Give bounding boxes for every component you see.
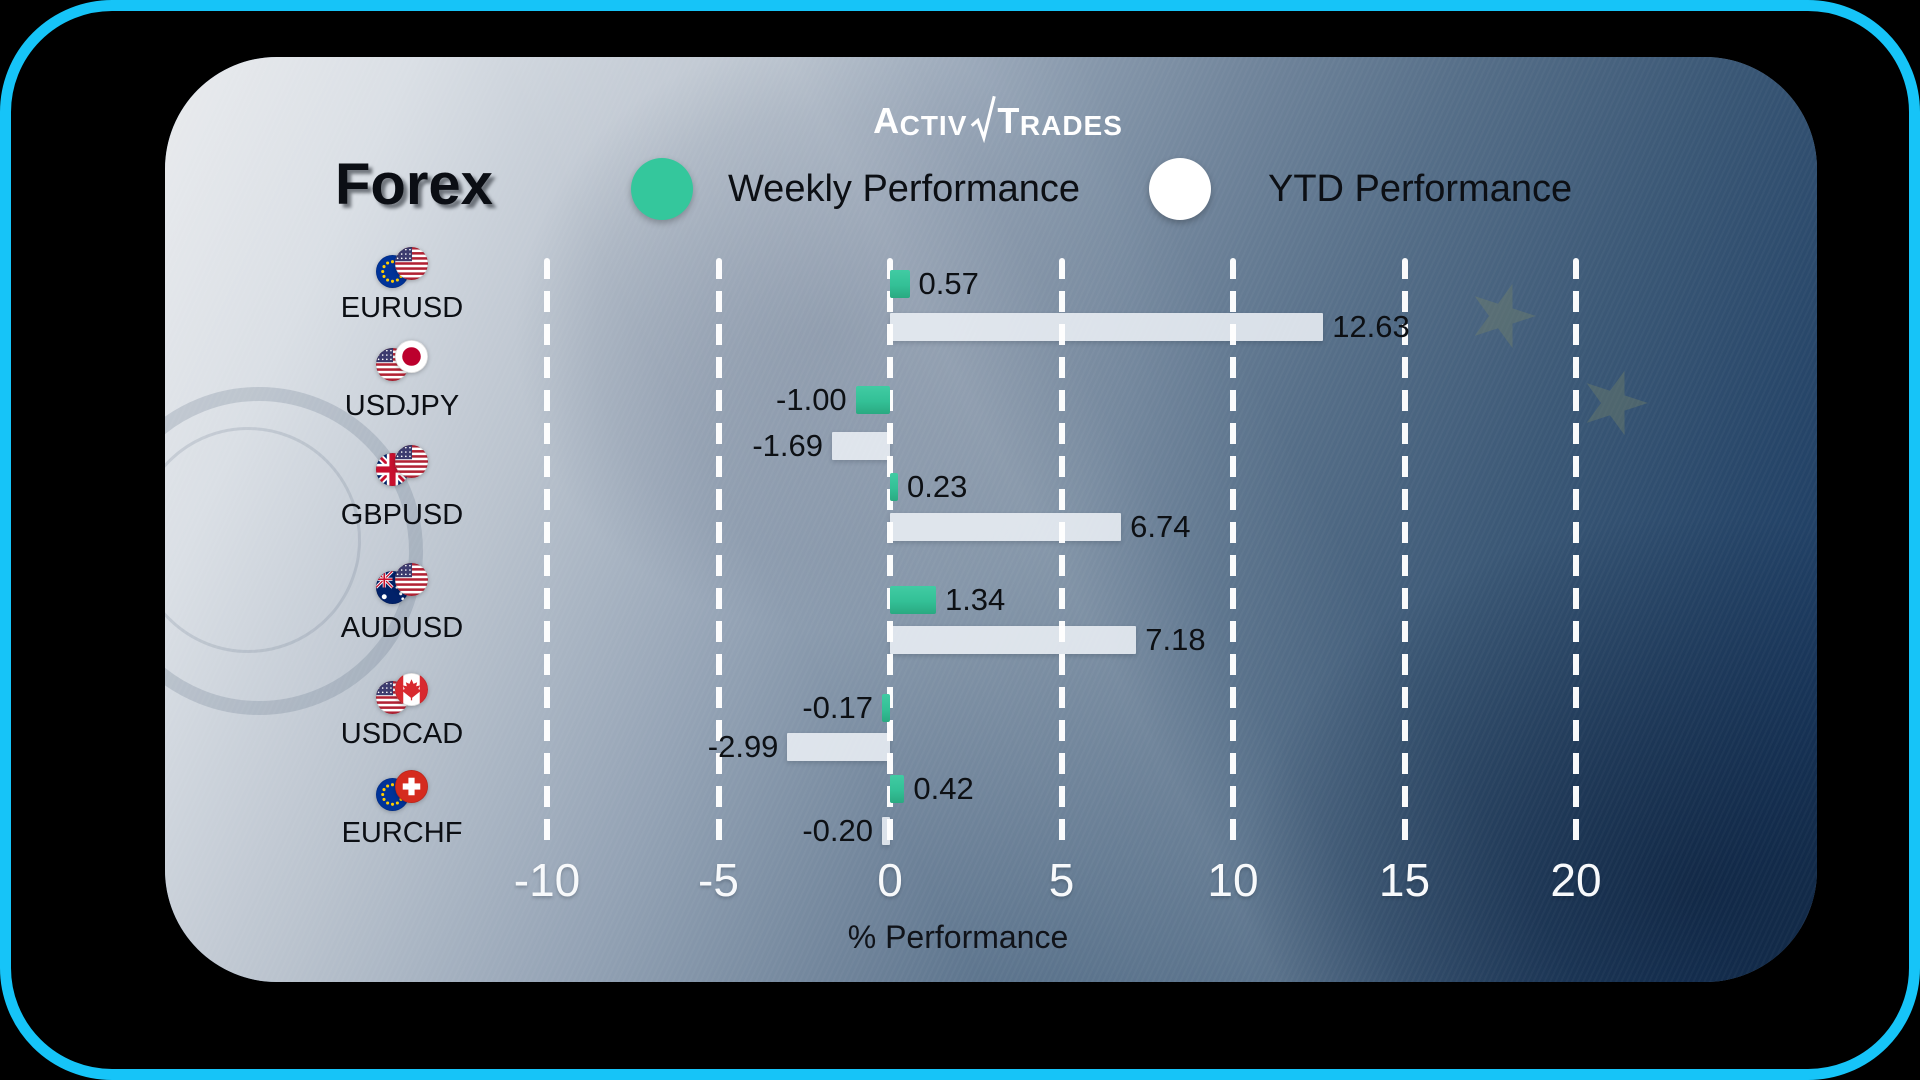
currency-pair-label: EURCHF	[341, 817, 463, 849]
x-axis-tick-label: 5	[1048, 854, 1075, 906]
ytd-value-label: 6.74	[1130, 509, 1191, 544]
x-axis-title: % Performance	[847, 919, 1069, 955]
currency-pair-label: USDCAD	[340, 718, 464, 750]
gridline--10	[544, 258, 550, 852]
ytd-value-label: 7.18	[1145, 622, 1206, 657]
gridline-15	[1401, 258, 1408, 852]
flag-jp-icon	[394, 339, 429, 374]
currency-pair-label: USDJPY	[344, 390, 460, 422]
weekly-value-label: 1.34	[944, 582, 1006, 617]
ytd-value-label: -2.99	[707, 729, 779, 764]
background-euro-star-icon: ★	[1452, 257, 1553, 371]
gridline-20	[1573, 258, 1579, 852]
card-frame: ★ ★ A CTIV T RADES Forex Weekly Performance…	[165, 57, 1817, 982]
weekly-performance-bar	[890, 270, 910, 298]
flag-us-icon	[394, 444, 429, 479]
weekly-performance-bar	[890, 473, 898, 501]
flag-ch-icon	[394, 769, 429, 804]
weekly-performance-bar	[855, 386, 890, 414]
weekly-performance-bar	[890, 586, 936, 614]
currency-flag-pair	[375, 672, 429, 715]
gridline-10	[1230, 258, 1236, 852]
x-axis-tick-label: 10	[1207, 854, 1259, 906]
weekly-performance-bar	[882, 694, 890, 722]
ytd-performance-bar	[832, 432, 890, 460]
x-axis-tick-label: -10	[513, 854, 581, 906]
brand-word-activ: CTIV	[899, 110, 968, 141]
x-axis-tick-label: 15	[1378, 854, 1431, 906]
ytd-value-label: 12.63	[1332, 309, 1410, 344]
legend-label-ytd: YTD Performance	[1268, 168, 1573, 210]
ytd-legend-dot-icon	[1149, 158, 1211, 220]
background-euro-star-icon: ★	[1564, 344, 1665, 458]
brand-word-activ-cap: A	[873, 100, 900, 141]
x-axis-tick-label: 0	[877, 854, 903, 906]
weekly-value-label: -1.00	[776, 382, 847, 417]
weekly-value-label: -0.17	[802, 690, 873, 725]
legend-item-weekly	[631, 158, 693, 220]
weekly-value-label: 0.57	[918, 266, 979, 301]
weekly-value-label: 0.42	[913, 771, 974, 806]
currency-flag-pair	[375, 562, 429, 605]
ytd-performance-bar	[890, 513, 1122, 541]
currency-flag-pair	[375, 769, 429, 812]
background-reserve-seal-texture	[165, 387, 423, 715]
currency-pair-label: EURUSD	[340, 292, 464, 324]
flag-us-icon	[394, 444, 429, 479]
legend-label-weekly: Weekly Performance	[728, 168, 1080, 210]
currency-pair-label: AUDUSD	[340, 612, 464, 644]
flag-jp-icon	[394, 339, 429, 374]
currency-flag-pair	[375, 246, 429, 289]
gridline-0	[887, 258, 893, 852]
weekly-legend-dot-icon	[631, 158, 693, 220]
ytd-performance-bar	[890, 626, 1137, 654]
flag-ca-icon	[394, 672, 429, 707]
ytd-value-label: -0.20	[802, 813, 873, 848]
weekly-value-label: 0.23	[907, 469, 968, 504]
weekly-performance-bar	[890, 775, 905, 803]
brand-word-trades: RADES	[1019, 110, 1123, 141]
currency-flag-pair	[375, 444, 429, 487]
brand-check-slash-icon	[971, 95, 997, 143]
flag-us-icon	[394, 562, 429, 597]
flag-ch-icon	[394, 769, 429, 804]
flag-us-icon	[394, 246, 429, 281]
currency-flag-pair	[375, 339, 429, 382]
brand-logo: A CTIV T RADES	[798, 91, 1198, 143]
gridline-5	[1058, 258, 1065, 852]
currency-pair-label: GBPUSD	[340, 499, 464, 531]
x-axis-tick-label: 20	[1550, 854, 1602, 906]
ytd-value-label: -1.69	[752, 428, 824, 463]
flag-ca-icon	[394, 672, 429, 707]
flag-us-icon	[394, 562, 429, 597]
page-title: Forex	[335, 152, 493, 217]
legend-item-ytd	[1149, 158, 1211, 220]
x-axis-tick-label: -5	[698, 854, 739, 906]
ytd-performance-bar	[787, 733, 890, 761]
flag-us-icon	[394, 246, 429, 281]
brand-word-trades-cap: T	[997, 100, 1020, 141]
ytd-performance-bar	[890, 313, 1324, 341]
